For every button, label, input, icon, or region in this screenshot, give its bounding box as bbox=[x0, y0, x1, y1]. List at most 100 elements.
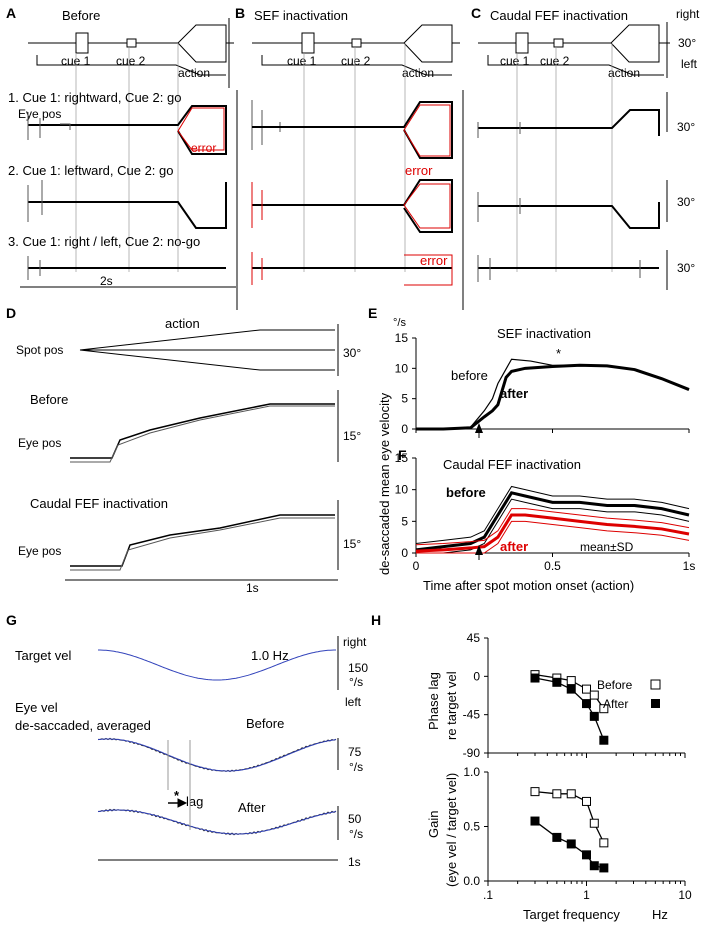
f-title: Caudal FEF inactivation bbox=[443, 457, 581, 472]
gain-before-marker bbox=[582, 796, 591, 806]
row3-error-label: error bbox=[420, 253, 448, 268]
c-cue1-label: cue 1 bbox=[500, 54, 530, 68]
a-action-label: action bbox=[178, 66, 210, 80]
f-after-line bbox=[415, 513, 690, 553]
gain-before-marker bbox=[599, 838, 609, 848]
panel-c-title: Caudal FEF inactivation bbox=[490, 8, 628, 23]
g-desacc-label: de-saccaded, averaged bbox=[15, 718, 151, 733]
g-trace-gbefore2 bbox=[97, 738, 337, 772]
gain-after-marker bbox=[530, 816, 540, 826]
h-legend-after: After bbox=[603, 697, 628, 711]
c-cue2-label: cue 2 bbox=[540, 54, 570, 68]
gain-before-marker bbox=[552, 789, 562, 799]
panel-b-letter: B bbox=[235, 5, 245, 21]
h-phase-label-2: re target vel bbox=[444, 671, 459, 740]
d-caudal-traces bbox=[70, 500, 339, 571]
d-15deg-label-2: 15° bbox=[343, 537, 361, 551]
chart-e: 0 5 10 15 bbox=[395, 331, 690, 436]
gain-before-marker bbox=[566, 789, 576, 799]
ef-xlabel: Time after spot motion onset (action) bbox=[423, 578, 634, 593]
panel-a-letter: A bbox=[6, 5, 16, 21]
e-ytick-label: 5 bbox=[401, 392, 408, 406]
d-eye-pos-label-2: Eye pos bbox=[18, 544, 61, 558]
ef-unit: °/s bbox=[393, 317, 406, 329]
h-xlabel: Target frequency bbox=[523, 907, 620, 922]
panel-c-letter: C bbox=[471, 5, 481, 21]
gain-after-marker bbox=[599, 863, 609, 873]
phase-after-marker bbox=[589, 711, 599, 721]
chart-gain: 0.0 0.5 1.0 .1 1 10 bbox=[463, 765, 692, 902]
row2-error-label: error bbox=[405, 163, 433, 178]
e-ytick-label: 15 bbox=[395, 331, 409, 345]
f-ytick-label: 15 bbox=[395, 451, 409, 465]
g-trace-gtarget bbox=[98, 649, 336, 681]
a-cue2-label: cue 2 bbox=[116, 54, 146, 68]
c-30deg-label: 30° bbox=[678, 36, 696, 50]
g-right-label: right bbox=[343, 635, 367, 649]
e-star: * bbox=[556, 346, 561, 361]
g-lag-label: lag bbox=[186, 794, 203, 809]
g-50-label: 50 bbox=[348, 812, 362, 826]
f-ytick-label: 10 bbox=[395, 483, 409, 497]
c-action-label: action bbox=[608, 66, 640, 80]
e-before-label: before bbox=[451, 368, 488, 383]
g-trace-gafter2 bbox=[97, 809, 337, 835]
f-before-upper-sd bbox=[415, 485, 690, 544]
f-before-lower-sd bbox=[416, 498, 690, 554]
row1-30deg: 30° bbox=[677, 120, 695, 134]
g-star: * bbox=[174, 788, 180, 803]
b-action-label: action bbox=[402, 66, 434, 80]
gain-ytick-label: 1.0 bbox=[463, 765, 480, 779]
phase-before-marker bbox=[599, 704, 609, 714]
phase-after-marker bbox=[582, 699, 591, 709]
g-eye-vel-label: Eye vel bbox=[15, 700, 58, 715]
panel-f-letter: F bbox=[398, 447, 407, 463]
e-ytick-label: 10 bbox=[395, 361, 409, 375]
g-before-label: Before bbox=[246, 716, 284, 731]
scalebar-2s-label: 2s bbox=[100, 274, 113, 288]
h-phase-label-1: Phase lag bbox=[426, 672, 441, 730]
phase-axes bbox=[487, 638, 685, 754]
g-unit-1: °/s bbox=[349, 675, 363, 689]
phase-after-marker bbox=[530, 673, 540, 683]
d-before-label: Before bbox=[30, 392, 68, 407]
g-lag-arrow bbox=[168, 798, 188, 808]
b-cue2-label: cue 2 bbox=[341, 54, 371, 68]
gain-before-marker bbox=[530, 787, 540, 797]
h-gain-label-1: Gain bbox=[426, 811, 441, 838]
row3-label: 3. Cue 1: right / left, Cue 2: no-go bbox=[8, 234, 200, 249]
gain-after-marker bbox=[552, 832, 562, 842]
gain-before-marker bbox=[589, 818, 599, 828]
g-traces bbox=[97, 636, 339, 861]
f-before-line bbox=[415, 491, 690, 552]
gain-after-marker bbox=[566, 839, 576, 849]
e-after-line bbox=[416, 363, 690, 431]
g-150-label: 150 bbox=[348, 661, 368, 675]
gain-ytick-label: 0.0 bbox=[463, 874, 480, 888]
gain-after-marker bbox=[582, 850, 591, 860]
h-legend-before: Before bbox=[597, 678, 633, 692]
row3-30deg: 30° bbox=[677, 261, 695, 275]
phase-ytick-label: 0 bbox=[473, 669, 480, 683]
phase-before-marker bbox=[566, 676, 576, 686]
h-legend-before-marker bbox=[650, 679, 661, 690]
row2-label: 2. Cue 1: leftward, Cue 2: go bbox=[8, 163, 173, 178]
schematic-c bbox=[478, 22, 670, 78]
h-legend-after-marker bbox=[651, 699, 660, 708]
g-unit-2: °/s bbox=[349, 760, 363, 774]
f-ytick-label: 5 bbox=[401, 514, 408, 528]
g-scale-label: 1s bbox=[348, 855, 361, 869]
row1-label: 1. Cue 1: rightward, Cue 2: go bbox=[8, 90, 181, 105]
e-ytick-label: 0 bbox=[401, 422, 408, 436]
d-scale-label: 1s bbox=[246, 581, 259, 595]
gain-axes bbox=[487, 772, 685, 882]
g-target-vel-label: Target vel bbox=[15, 648, 71, 663]
g-trace-gbefore1 bbox=[97, 737, 337, 773]
phase-before-marker bbox=[589, 690, 599, 700]
row2-30deg: 30° bbox=[677, 195, 695, 209]
d-eye-pos-label-1: Eye pos bbox=[18, 436, 61, 450]
panel-b-title: SEF inactivation bbox=[254, 8, 348, 23]
row1-eye-pos: Eye pos bbox=[18, 107, 61, 121]
d-spot-pos-label: Spot pos bbox=[16, 343, 63, 357]
